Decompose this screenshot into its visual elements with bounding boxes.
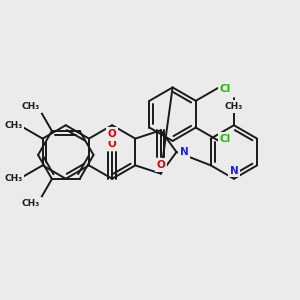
Text: O: O [108, 129, 116, 139]
Text: Cl: Cl [219, 134, 230, 144]
Text: CH₃: CH₃ [4, 121, 22, 130]
Text: CH₃: CH₃ [4, 174, 22, 183]
Text: N: N [180, 147, 189, 157]
Text: CH₃: CH₃ [22, 199, 40, 208]
Text: CH₃: CH₃ [225, 102, 243, 111]
Text: Cl: Cl [219, 84, 230, 94]
Text: O: O [108, 139, 116, 149]
Text: N: N [230, 166, 238, 176]
Text: O: O [156, 160, 165, 170]
Text: CH₃: CH₃ [22, 102, 40, 111]
